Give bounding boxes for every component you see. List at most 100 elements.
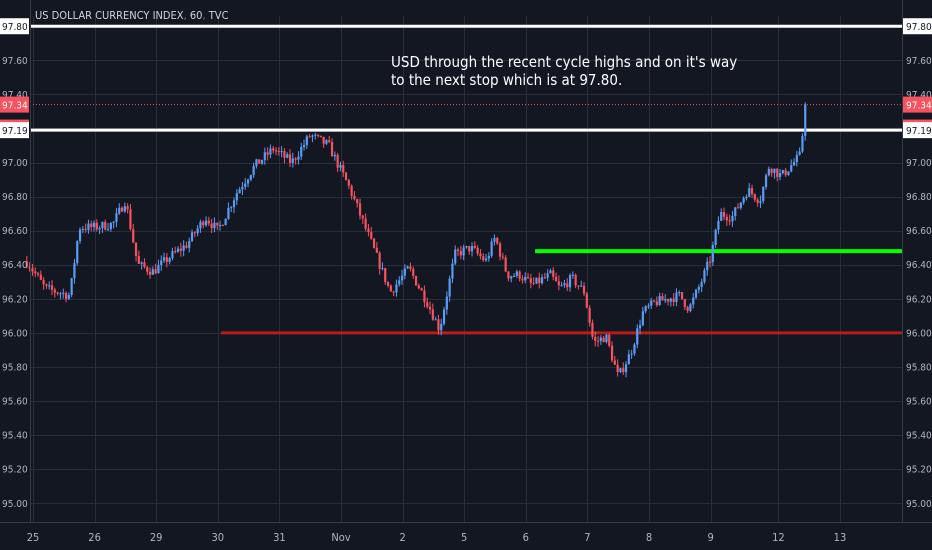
candle-body [202, 221, 205, 226]
candle-body [325, 140, 328, 144]
candle-body [722, 212, 726, 217]
candle-body [616, 364, 619, 373]
x-tick-label: 6 [523, 531, 529, 544]
candle-body [762, 187, 765, 202]
x-tick-label: 29 [150, 531, 163, 544]
candle-body [728, 220, 731, 222]
candle-body [230, 207, 233, 209]
candle-body [157, 264, 160, 274]
x-tick-label: 9 [707, 531, 713, 544]
x-tick-label: 8 [646, 531, 652, 544]
candle-body [221, 225, 224, 227]
candlestick-series [25, 102, 807, 378]
candle-body [767, 168, 770, 176]
candle-body [129, 209, 132, 230]
candle-body [249, 175, 252, 180]
candle-body [123, 206, 126, 212]
candle-body [115, 213, 118, 222]
x-tick-label: 13 [834, 531, 847, 544]
candle-body [683, 299, 686, 308]
candle-body [417, 285, 420, 289]
candle-body [591, 322, 594, 337]
cycle-high-tag-right-bg [903, 122, 932, 139]
y-tick-label-right: 96.20 [906, 294, 932, 305]
last-price-tag-right-bg [903, 96, 932, 113]
candle-body [664, 299, 667, 301]
candle-body [199, 221, 202, 229]
candle-body [521, 278, 524, 281]
candle-body [218, 225, 222, 227]
candle-body [213, 222, 216, 229]
candle-body [412, 268, 415, 276]
candle-body [395, 284, 398, 293]
candle-body [314, 134, 317, 136]
candle-body [451, 263, 454, 279]
candle-body [638, 325, 642, 329]
y-tick-label-right: 95.20 [906, 465, 932, 476]
candle-body [694, 289, 698, 298]
candle-body [574, 274, 577, 286]
candle-body [132, 229, 135, 243]
candle-body [59, 293, 62, 295]
candle-body [540, 277, 544, 284]
candle-body [487, 255, 490, 259]
candle-body [529, 278, 532, 283]
y-tick-label-right: 97.60 [906, 56, 932, 67]
annotation-line-1: USD through the recent cycle highs and o… [391, 53, 738, 71]
candle-body [692, 297, 695, 305]
candle-body [400, 275, 404, 281]
last-price-tag-right-text: 97.34 [906, 101, 932, 112]
candle-body [773, 168, 776, 174]
candle-body [507, 271, 510, 279]
candle-body [594, 336, 597, 341]
candle-body [708, 261, 712, 263]
y-tick-label-right: 95.80 [906, 362, 932, 373]
candle-body [459, 250, 462, 256]
candle-body [720, 212, 723, 221]
candle-body [336, 154, 339, 168]
candle-body [143, 262, 146, 268]
candle-body [328, 140, 331, 143]
candle-body [745, 196, 748, 199]
candle-body [274, 150, 278, 152]
y-tick-label-left: 96.40 [2, 260, 28, 271]
candle-body [403, 268, 406, 276]
candle-body [232, 200, 236, 208]
last-price-tag-left-bg [0, 96, 29, 113]
candle-body [76, 241, 79, 264]
candle-body [252, 166, 255, 176]
annotation-text[interactable]: USD through the recent cycle highs and o… [391, 53, 737, 89]
candle-body [258, 159, 261, 164]
candle-body [392, 291, 395, 293]
candle-body [207, 220, 210, 224]
candle-body [330, 142, 334, 157]
candle-body [260, 160, 264, 164]
chart-title: US DOLLAR CURRENCY INDEX, 60, TVC [35, 9, 229, 22]
time-axis: 25 26 29 30 31 Nov 2 5 6 7 8 9 12 13 [27, 531, 847, 544]
candle-body [95, 222, 98, 230]
cycle-high-tag-right-text: 97.19 [906, 126, 932, 137]
candle-body [476, 247, 479, 254]
candle-body [498, 243, 502, 257]
candle-body [204, 220, 208, 226]
candle-body [81, 228, 84, 230]
candle-body [34, 271, 37, 274]
candle-body [655, 301, 658, 305]
candle-body [563, 283, 566, 286]
candle-body [109, 222, 112, 230]
candle-body [244, 183, 247, 187]
candle-body [770, 168, 773, 174]
candle-body [238, 189, 241, 194]
candle-body [675, 292, 678, 303]
y-tick-label-left: 97.00 [2, 158, 28, 169]
candle-body [106, 229, 110, 231]
chart-grid [30, 16, 902, 522]
candle-body [356, 199, 359, 204]
cycle-high-tag-left-text: 97.19 [2, 126, 28, 137]
candle-body [62, 292, 65, 294]
y-tick-label-left: 95.20 [2, 465, 28, 476]
candle-body [571, 274, 574, 276]
candle-body [577, 285, 580, 287]
candle-body [650, 300, 653, 306]
